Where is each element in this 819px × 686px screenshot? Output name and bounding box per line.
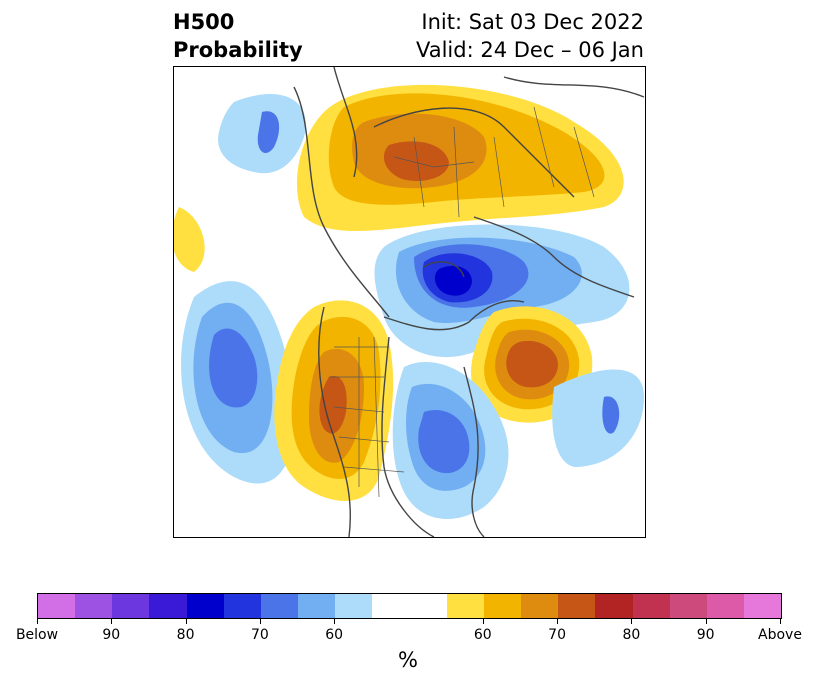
colorbar	[37, 593, 782, 619]
title-product: Probability	[173, 36, 303, 64]
colorbar-swatch	[187, 594, 224, 618]
colorbar-tick-mark	[631, 619, 632, 624]
colorbar-tick-mark	[557, 619, 558, 624]
colorbar-swatch	[261, 594, 298, 618]
colorbar-swatch	[744, 594, 781, 618]
colorbar-tick-mark	[186, 619, 187, 624]
colorbar-swatch	[633, 594, 670, 618]
colorbar-tick-label: 70	[251, 627, 269, 643]
anomaly-north-pacific-below	[174, 207, 295, 484]
colorbar-tick-mark	[334, 619, 335, 624]
colorbar-tick-mark	[780, 619, 781, 624]
colorbar-swatch	[149, 594, 186, 618]
colorbar-swatch	[75, 594, 112, 618]
title-right: Init: Sat 03 Dec 2022 Valid: 24 Dec – 06…	[416, 8, 644, 64]
colorbar-tick-label: Below	[16, 627, 58, 643]
colorbar-swatch	[595, 594, 632, 618]
colorbar-tick-label: 60	[325, 627, 343, 643]
colorbar-tick-mark	[706, 619, 707, 624]
colorbar-swatch	[298, 594, 335, 618]
colorbar-swatch	[670, 594, 707, 618]
map-panel	[173, 66, 646, 538]
colorbar-swatch	[372, 594, 409, 618]
colorbar-tick-label: 90	[102, 627, 120, 643]
colorbar-swatch	[521, 594, 558, 618]
probability-map	[174, 67, 645, 537]
colorbar-tick-label: 80	[177, 627, 195, 643]
colorbar-swatch	[335, 594, 372, 618]
colorbar-swatch	[112, 594, 149, 618]
colorbar-tick-mark	[37, 619, 38, 624]
colorbar-swatch	[224, 594, 261, 618]
valid-range: Valid: 24 Dec – 06 Jan	[416, 36, 644, 64]
colorbar-tick-mark	[483, 619, 484, 624]
colorbar-swatch	[558, 594, 595, 618]
colorbar-tick-label: 80	[622, 627, 640, 643]
colorbar-tick-mark	[260, 619, 261, 624]
init-date: Init: Sat 03 Dec 2022	[416, 8, 644, 36]
colorbar-unit-label: %	[398, 648, 418, 672]
colorbar-tick-label: 90	[697, 627, 715, 643]
colorbar-tick-mark	[111, 619, 112, 624]
colorbar-swatch	[38, 594, 75, 618]
colorbar-swatch	[484, 594, 521, 618]
anomaly-atlantic-west-below	[218, 94, 306, 173]
colorbar-swatch	[447, 594, 484, 618]
colorbar-swatch	[707, 594, 744, 618]
colorbar-tick-label: Above	[758, 627, 802, 643]
colorbar-tick-label: 60	[474, 627, 492, 643]
colorbar-swatch	[410, 594, 447, 618]
colorbar-tick-label: 70	[548, 627, 566, 643]
title-left: H500 Probability	[173, 8, 303, 64]
title-variable: H500	[173, 8, 303, 36]
anomaly-western-north-america-above	[274, 300, 393, 501]
